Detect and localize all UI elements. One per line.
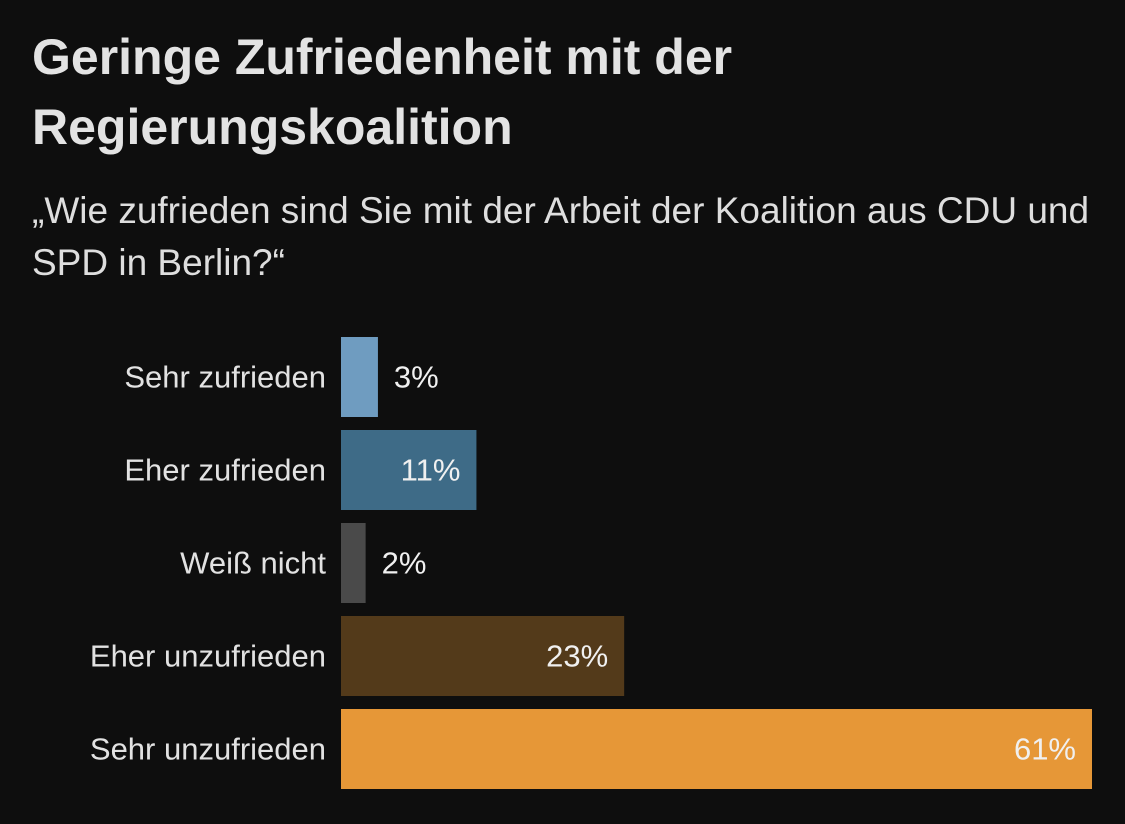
category-label-eher-zufrieden: Eher zufrieden [124,453,326,488]
category-label-sehr-zufrieden: Sehr zufrieden [124,360,326,395]
value-label-eher-unzufrieden: 23% [546,639,608,674]
chart-title: Geringe Zufriedenheit mit der Regierungs… [32,29,733,155]
category-label-sehr-unzufrieden: Sehr unzufrieden [90,732,326,767]
bar-eher-unzufrieden [341,616,625,696]
bar-eher-zufrieden [341,430,477,510]
bar-weiss-nicht [341,523,366,603]
value-label-sehr-zufrieden: 3% [394,360,439,395]
bar-sehr-zufrieden [341,337,378,417]
category-label-eher-unzufrieden: Eher unzufrieden [90,639,326,674]
value-label-weiss-nicht: 2% [382,546,427,581]
category-label-weiss-nicht: Weiß nicht [180,546,326,581]
chart-subtitle: „Wie zufrieden sind Sie mit der Arbeit d… [32,190,1090,283]
value-label-eher-zufrieden: 11% [401,453,461,488]
bar-sehr-unzufrieden [341,709,1092,789]
value-label-sehr-unzufrieden: 61% [1014,732,1076,767]
